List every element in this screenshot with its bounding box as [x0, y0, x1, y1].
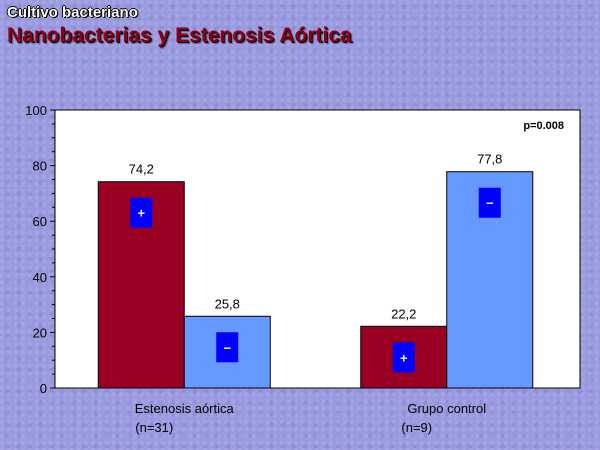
sign-badge-label: + [400, 350, 408, 365]
y-tick-label: 0 [40, 381, 47, 396]
category-label: Estenosis aórtica [135, 401, 235, 416]
category-count-label: (n=31) [135, 420, 173, 435]
sign-badge [392, 342, 415, 373]
category-label: Grupo control [407, 401, 486, 416]
y-tick-label: 40 [33, 270, 47, 285]
data-label: 22,2 [391, 306, 416, 321]
sign-badge-label: − [223, 340, 231, 355]
sign-badge-label: + [137, 206, 145, 221]
data-label: 25,8 [215, 296, 240, 311]
p-value-annotation: p=0.008 [523, 120, 564, 132]
y-tick-label: 80 [33, 159, 47, 174]
sign-badge [478, 187, 501, 218]
y-tick-label: 20 [33, 325, 47, 340]
y-tick-label: 60 [33, 214, 47, 229]
category-count-label: (n=9) [401, 420, 432, 435]
chart-subtitle: Cultivo bacteriano [7, 4, 138, 21]
y-tick-label: 100 [25, 103, 47, 118]
sign-badge [216, 332, 239, 363]
sign-badge [130, 197, 153, 228]
data-label: 74,2 [129, 162, 154, 177]
data-label: 77,8 [477, 152, 502, 167]
chart-title: Nanobacterias y Estenosis Aórtica [7, 24, 352, 47]
sign-badge-label: − [486, 196, 494, 211]
